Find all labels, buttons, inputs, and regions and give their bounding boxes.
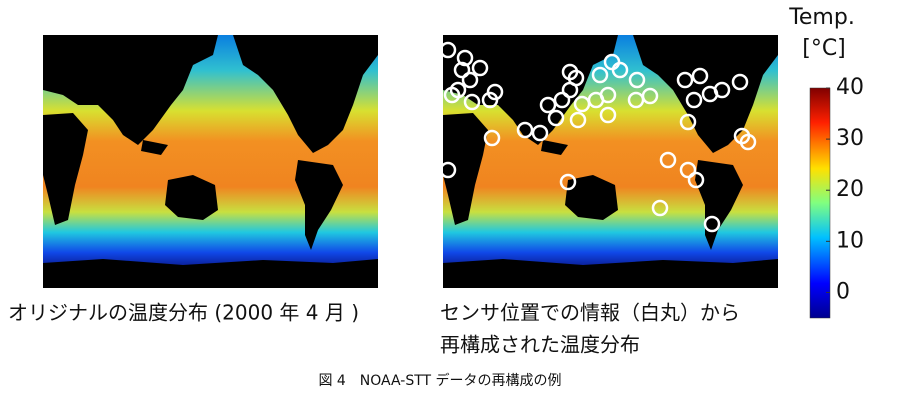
sensor-circle [561,63,579,81]
sensor-circle [443,86,461,104]
sensor-circle [483,129,501,147]
sensor-circle [569,111,587,129]
sensor-circle [553,91,571,109]
sensor-circle [687,171,705,189]
sensor-circle [691,67,709,85]
original-map [43,35,378,288]
colorbar-tick-label: 0 [836,279,850,304]
sensor-circle [703,215,721,233]
sensor-circle [651,199,669,217]
colorbar-tick-label: 40 [836,75,864,100]
reconstructed-map [443,35,778,288]
sensor-markers [439,41,757,233]
sensor-circle [679,161,697,179]
sensor-circle [659,151,677,169]
right-caption: 再構成された温度分布 [440,333,640,357]
sensor-circle [731,73,749,91]
colorbar-tick-label: 30 [836,126,864,151]
sensor-circle [611,61,629,79]
sensor-circle [439,41,457,59]
sensor-circle [713,81,731,99]
colorbar-title: [°C] [802,36,846,61]
sensor-circle [516,121,534,139]
figure-caption: 図 4 NOAA-STT データの再構成の例 [318,372,561,389]
sensor-circle [531,124,549,142]
sensor-circle [628,71,646,89]
sensor-circle [471,59,489,77]
colorbar [809,87,831,319]
sensor-circle [641,87,659,105]
sensor-circle [463,93,481,111]
sensor-circle [685,91,703,109]
sensor-circle [547,109,565,127]
colorbar-title: Temp. [788,5,855,30]
sensor-circle [676,71,694,89]
sensor-circle [591,66,609,84]
sensor-circle [456,49,474,67]
sensor-circle [599,86,617,104]
sensor-circle [559,173,577,191]
sensor-circle [539,96,557,114]
colorbar-tick-label: 10 [836,228,864,253]
sensor-circle [679,113,697,131]
sensor-circle [486,83,504,101]
sensor-circle [461,71,479,89]
colorbar-tick-label: 20 [836,177,864,202]
sensor-circle [739,133,757,151]
sensor-circle [439,161,457,179]
left-caption: オリジナルの温度分布 (2000 年 4 月 ) [8,301,359,325]
right-caption: センサ位置での情報（白丸）から [440,301,740,325]
sensor-circle [599,106,617,124]
